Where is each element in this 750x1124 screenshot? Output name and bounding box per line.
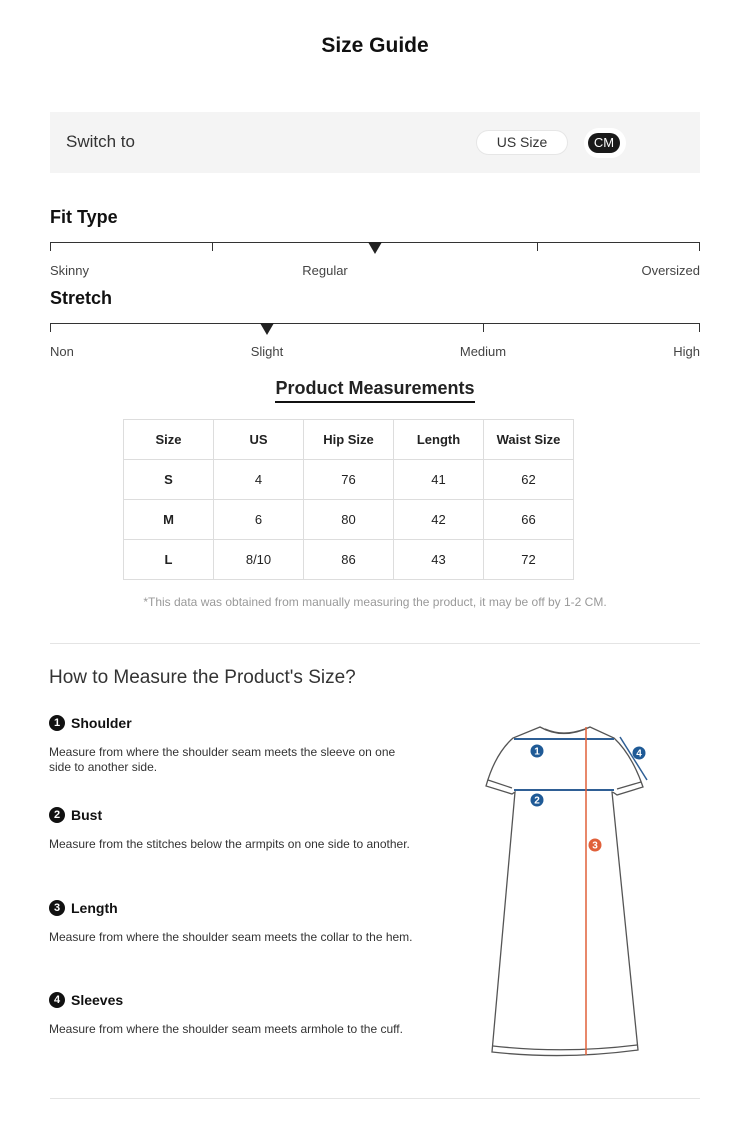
how-to-title: How to Measure the Product's Size?: [49, 667, 356, 688]
measurements-table: Size US Hip Size Length Waist Size S 4 76 4…: [123, 419, 574, 580]
table-header-row: Size US Hip Size Length Waist Size: [123, 419, 574, 460]
fit-type-scale: [50, 242, 700, 254]
marker-3-icon: [588, 838, 602, 852]
table-row: M 6 80 42 66: [123, 499, 574, 540]
step-length: 3 Length Measure from where the shoulder …: [49, 900, 419, 945]
step-number-icon: 3: [49, 900, 65, 916]
cell: M: [123, 499, 214, 540]
step-name: Shoulder: [71, 715, 132, 731]
step-bust: 2 Bust Measure from the stitches below th…: [49, 807, 419, 852]
measurements-title: Product Measurements: [0, 378, 750, 403]
marker-1-icon: [530, 744, 544, 758]
step-number-icon: 1: [49, 715, 65, 731]
fit-label-skinny: Skinny: [50, 263, 90, 278]
header-us: US: [213, 419, 304, 460]
stretch-scale: [50, 323, 700, 335]
stretch-title: Stretch: [50, 288, 113, 308]
marker-2-icon: [530, 793, 544, 807]
switch-label: Switch to: [66, 132, 135, 151]
step-name: Length: [71, 900, 118, 916]
sleeve-line: [619, 736, 648, 781]
fit-type-marker: [368, 242, 382, 254]
marker-4-icon: [632, 746, 646, 760]
fit-label-oversized: Oversized: [641, 263, 700, 278]
stretch-marker: [260, 323, 274, 335]
cell: 72: [483, 539, 574, 580]
dress-outline-icon: [485, 726, 644, 1057]
table-row: S 4 76 41 62: [123, 459, 574, 500]
cm-button[interactable]: CM: [588, 133, 620, 153]
step-shoulder: 1 Shoulder Measure from where the shoulde…: [49, 715, 419, 775]
cell: L: [123, 539, 214, 580]
divider: [50, 1098, 700, 1099]
stretch-label-non: Non: [50, 344, 74, 359]
step-description: Measure from where the shoulder seam mee…: [49, 930, 413, 944]
step-name: Sleeves: [71, 992, 124, 1008]
cell: 80: [303, 499, 394, 540]
stretch-label-medium: Medium: [459, 344, 507, 359]
svg-text:4: 4: [636, 749, 642, 760]
measurement-note: *This data was obtained from manually me…: [143, 595, 607, 609]
svg-text:2: 2: [534, 796, 540, 807]
divider: [50, 643, 700, 644]
cell: 86: [303, 539, 394, 580]
cell: 42: [393, 499, 484, 540]
svg-text:1: 1: [534, 747, 540, 758]
step-name: Bust: [71, 807, 103, 823]
step-description: Measure from where the shoulder seam mee…: [49, 1022, 403, 1036]
header-waist: Waist Size: [483, 419, 574, 460]
step-number-icon: 2: [49, 807, 65, 823]
us-size-button[interactable]: US Size: [476, 130, 568, 155]
header-hip: Hip Size: [303, 419, 394, 460]
stretch-label-slight: Slight: [250, 344, 284, 359]
stretch-label-high: High: [673, 344, 700, 359]
step-description: Measure from the stitches below the armp…: [49, 837, 410, 851]
fit-type-title: Fit Type: [50, 207, 118, 227]
cm-button-wrap[interactable]: CM: [584, 128, 626, 158]
fit-label-regular: Regular: [302, 263, 348, 278]
step-description: Measure from where the shoulder seam mee…: [49, 745, 396, 774]
table-row: L 8/10 86 43 72: [123, 539, 574, 580]
cell: 62: [483, 459, 574, 500]
cell: 76: [303, 459, 394, 500]
svg-text:3: 3: [592, 841, 598, 852]
step-number-icon: 4: [49, 992, 65, 1008]
step-sleeves: 4 Sleeves Measure from where the shoulder…: [49, 992, 419, 1037]
unit-switch-bar: Switch to US Size CM: [50, 112, 700, 173]
page-title: Size Guide: [321, 34, 429, 57]
header-size: Size: [123, 419, 214, 460]
